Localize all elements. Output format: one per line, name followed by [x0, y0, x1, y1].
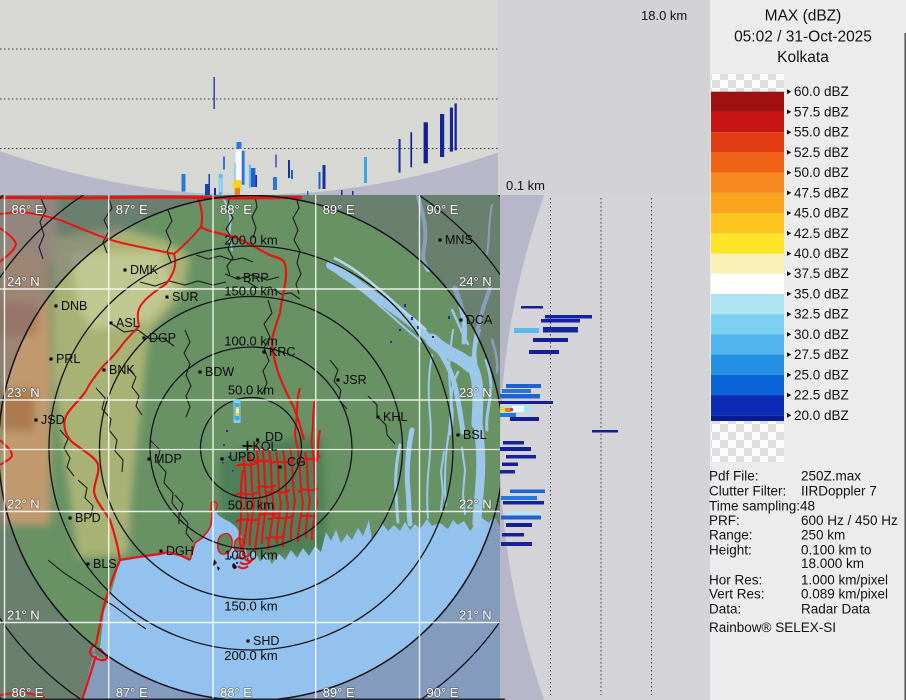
svg-text:89° E: 89° E — [323, 202, 355, 217]
svg-text:UPD: UPD — [229, 450, 255, 464]
svg-text:Rainbow® SELEX-SI: Rainbow® SELEX-SI — [709, 620, 836, 635]
svg-text:30.0 dBZ: 30.0 dBZ — [794, 327, 849, 342]
svg-text:47.5 dBZ: 47.5 dBZ — [794, 185, 849, 200]
svg-text:Vert Res:: Vert Res: — [709, 587, 765, 602]
svg-text:45.0 dBZ: 45.0 dBZ — [794, 206, 849, 221]
svg-text:88° E: 88° E — [220, 202, 252, 217]
svg-text:BRP: BRP — [243, 271, 269, 285]
svg-text:DGH: DGH — [166, 544, 194, 558]
svg-text:22° N: 22° N — [7, 497, 40, 512]
svg-text:35.0 dBZ: 35.0 dBZ — [794, 286, 849, 301]
svg-text:50.0 km: 50.0 km — [228, 383, 274, 398]
svg-text:BLS: BLS — [93, 557, 117, 571]
svg-text:250 km: 250 km — [801, 528, 845, 543]
svg-text:0.1 km: 0.1 km — [506, 178, 545, 193]
svg-text:40.0 dBZ: 40.0 dBZ — [794, 246, 849, 261]
svg-text:IIRDoppler 7: IIRDoppler 7 — [801, 484, 877, 499]
svg-text:200.0 km: 200.0 km — [224, 648, 277, 663]
svg-text:MNS: MNS — [445, 233, 473, 247]
svg-text:SUR: SUR — [172, 290, 198, 304]
svg-text:100.0 km: 100.0 km — [224, 548, 277, 563]
svg-text:KOL: KOL — [253, 440, 278, 454]
svg-text:JSR: JSR — [343, 373, 367, 387]
svg-text:50.0 dBZ: 50.0 dBZ — [794, 165, 849, 180]
svg-text:MDP: MDP — [154, 452, 182, 466]
svg-text:BPD: BPD — [75, 511, 101, 525]
svg-text:18.000 km: 18.000 km — [801, 556, 864, 571]
svg-text:DCA: DCA — [466, 313, 493, 327]
svg-text:ASL: ASL — [116, 316, 140, 330]
svg-text:JSD: JSD — [41, 413, 65, 427]
svg-text:22° N: 22° N — [459, 497, 492, 512]
svg-text:250Z.max: 250Z.max — [801, 469, 861, 484]
svg-text:86° E: 86° E — [12, 685, 44, 700]
svg-text:89° E: 89° E — [323, 685, 355, 700]
svg-text:86° E: 86° E — [12, 202, 44, 217]
svg-text:BDW: BDW — [205, 365, 234, 379]
svg-text:0.100 km to: 0.100 km to — [801, 543, 872, 558]
svg-text:Time sampling:48: Time sampling:48 — [709, 499, 815, 514]
svg-text:90° E: 90° E — [427, 202, 459, 217]
svg-text:PRL: PRL — [56, 352, 80, 366]
svg-text:27.5 dBZ: 27.5 dBZ — [794, 347, 849, 362]
svg-text:KRC: KRC — [269, 345, 295, 359]
svg-text:200.0 km: 200.0 km — [224, 233, 277, 248]
svg-text:23° N: 23° N — [459, 385, 492, 400]
svg-text:Clutter Filter:: Clutter Filter: — [709, 484, 786, 499]
svg-text:150.0 km: 150.0 km — [224, 284, 277, 299]
svg-text:88° E: 88° E — [220, 685, 252, 700]
svg-text:87° E: 87° E — [116, 202, 148, 217]
svg-text:150.0 km: 150.0 km — [224, 599, 277, 614]
svg-text:Data:: Data: — [709, 602, 741, 617]
svg-text:Radar Data: Radar Data — [801, 602, 871, 617]
svg-text:32.5 dBZ: 32.5 dBZ — [794, 307, 849, 322]
svg-text:600 Hz / 450 Hz: 600 Hz / 450 Hz — [801, 513, 898, 528]
svg-text:0.089 km/pixel: 0.089 km/pixel — [801, 587, 888, 602]
svg-text:DGP: DGP — [149, 331, 176, 345]
svg-text:57.5 dBZ: 57.5 dBZ — [794, 104, 849, 119]
svg-text:CG: CG — [287, 455, 306, 469]
svg-text:87° E: 87° E — [116, 685, 148, 700]
svg-text:Range:: Range: — [709, 528, 753, 543]
svg-text:DNB: DNB — [61, 299, 87, 313]
svg-text:50.0 km: 50.0 km — [228, 498, 274, 513]
svg-text:DMK: DMK — [130, 263, 158, 277]
svg-text:Kolkata: Kolkata — [777, 49, 829, 66]
svg-text:KHL: KHL — [383, 410, 407, 424]
svg-text:BNK: BNK — [109, 363, 135, 377]
svg-text:Pdf File:: Pdf File: — [709, 469, 759, 484]
svg-text:42.5 dBZ: 42.5 dBZ — [794, 226, 849, 241]
svg-text:55.0 dBZ: 55.0 dBZ — [794, 125, 849, 140]
svg-text:DD: DD — [265, 430, 283, 444]
svg-text:Hor Res:: Hor Res: — [709, 573, 762, 588]
svg-text:18.0 km: 18.0 km — [641, 8, 687, 23]
svg-text:25.0 dBZ: 25.0 dBZ — [794, 367, 849, 382]
svg-text:MAX (dBZ): MAX (dBZ) — [765, 8, 842, 25]
svg-text:BSL: BSL — [463, 428, 487, 442]
svg-text:PRF:: PRF: — [709, 513, 740, 528]
svg-text:21° N: 21° N — [459, 608, 492, 623]
svg-text:21° N: 21° N — [7, 608, 40, 623]
svg-text:22.5 dBZ: 22.5 dBZ — [794, 388, 849, 403]
svg-text:24° N: 24° N — [7, 274, 40, 289]
svg-text:1.000 km/pixel: 1.000 km/pixel — [801, 573, 888, 588]
svg-text:60.0 dBZ: 60.0 dBZ — [794, 84, 849, 99]
svg-text:24° N: 24° N — [459, 274, 492, 289]
svg-text:52.5 dBZ: 52.5 dBZ — [794, 145, 849, 160]
svg-text:05:02 / 31-Oct-2025: 05:02 / 31-Oct-2025 — [734, 29, 872, 46]
svg-text:Height:: Height: — [709, 543, 752, 558]
svg-text:90° E: 90° E — [427, 685, 459, 700]
svg-text:23° N: 23° N — [7, 385, 40, 400]
svg-text:20.0 dBZ: 20.0 dBZ — [794, 408, 849, 423]
svg-text:37.5 dBZ: 37.5 dBZ — [794, 266, 849, 281]
svg-text:SHD: SHD — [253, 634, 279, 648]
svg-text:100.0 km: 100.0 km — [224, 334, 277, 349]
